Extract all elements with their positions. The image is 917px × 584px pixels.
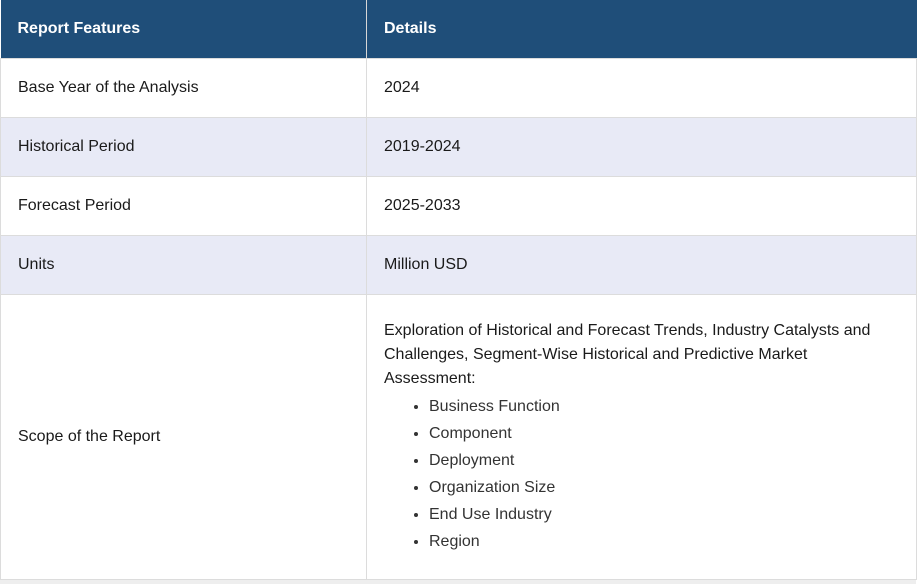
table-row: Units Million USD xyxy=(0,234,917,295)
scope-segment-list: Business Function Component Deployment O… xyxy=(384,393,899,555)
list-item: Business Function xyxy=(429,393,899,420)
table-row-scope: Scope of the Report Exploration of Histo… xyxy=(0,293,917,580)
list-item: Organization Size xyxy=(429,474,899,501)
table-row: Base Year of the Analysis 2024 xyxy=(0,57,917,118)
feature-cell: Historical Period xyxy=(0,116,367,177)
table-header-row: Report Features Details xyxy=(0,0,917,58)
scope-intro-text: Exploration of Historical and Forecast T… xyxy=(384,321,871,387)
details-cell: Million USD xyxy=(366,234,917,295)
details-cell: 2025-2033 xyxy=(366,175,917,236)
header-details: Details xyxy=(366,0,917,58)
header-report-features: Report Features xyxy=(0,0,367,58)
table-row: Forecast Period 2025-2033 xyxy=(0,175,917,236)
feature-cell: Scope of the Report xyxy=(0,293,367,580)
details-cell: 2019-2024 xyxy=(366,116,917,177)
list-item: Component xyxy=(429,420,899,447)
feature-cell: Base Year of the Analysis xyxy=(0,57,367,118)
table-row: Historical Period 2019-2024 xyxy=(0,116,917,177)
list-item: End Use Industry xyxy=(429,501,899,528)
list-item: Region xyxy=(429,528,899,555)
feature-cell: Units xyxy=(0,234,367,295)
list-item: Deployment xyxy=(429,447,899,474)
details-cell: 2024 xyxy=(366,57,917,118)
feature-cell: Forecast Period xyxy=(0,175,367,236)
scope-details-cell: Exploration of Historical and Forecast T… xyxy=(366,293,917,580)
